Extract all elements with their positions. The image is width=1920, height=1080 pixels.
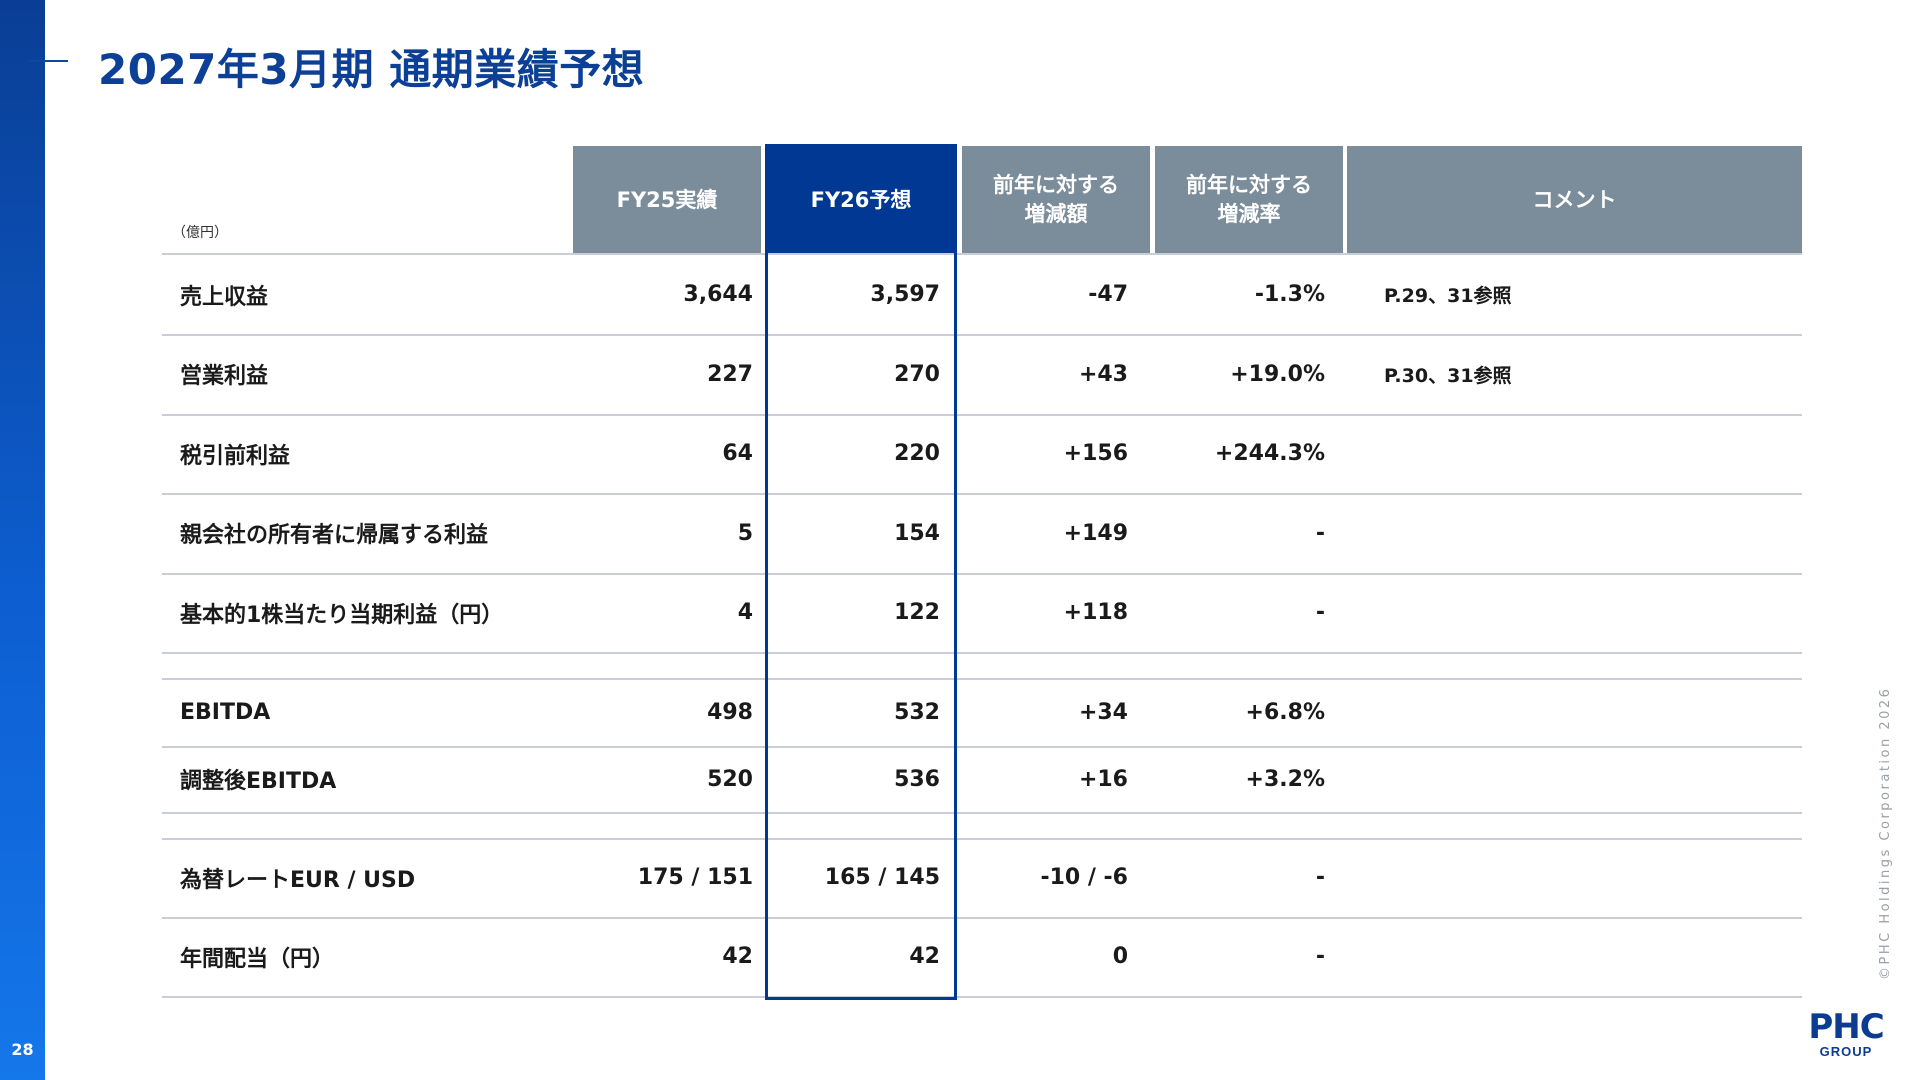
header-fy25: FY25実績 [573,146,763,254]
cell-rate: - [1315,865,1325,890]
unit-label: （億円） [172,225,228,241]
header-fy25-label: FY25実績 [616,187,718,212]
cell-label: 親会社の所有者に帰属する利益 [180,523,489,548]
cell-fy26: 3,597 [870,282,940,307]
cell-label: 税引前利益 [180,443,291,469]
table-header-divider [162,253,1802,255]
title-marker [28,60,68,62]
table-row: 基本的1株当たり当期利益（円） 4 122 +118 - [162,573,1802,654]
cell-rate: - [1315,944,1325,969]
cell-fy26 [766,812,940,838]
cell-fy25: 227 [707,361,753,387]
cell-rate [1147,652,1325,678]
header-diff: 前年に対する 増減額 [962,146,1152,254]
cell-rate: - [1315,600,1325,625]
cell-fy25: 42 [722,944,753,969]
page-title: 2027年3月期 通期業績予想 [98,45,645,94]
cell-fy26 [766,652,940,678]
cell-fy25: 498 [707,699,753,725]
header-comment: コメント [1347,146,1802,254]
cell-rate [1147,812,1325,838]
cell-diff: +34 [1078,699,1128,725]
table-row: 営業利益 227 270 +43 +19.0% P.30、31参照 [162,334,1802,416]
header-fy26: FY26予想 [766,146,956,254]
cell-fy26: 220 [894,441,940,466]
cell-label: 売上収益 [180,284,269,310]
logo-main-text: PHC [1808,1007,1884,1047]
cell-fy26: 154 [894,520,940,546]
header-diff-label: 前年に対する 増減額 [993,173,1119,226]
table-row: 親会社の所有者に帰属する利益 5 154 +149 - [162,493,1802,575]
cell-rate: +3.2% [1245,766,1325,792]
cell-label: 基本的1株当たり当期利益（円） [180,602,504,628]
cell-fy25 [573,812,753,838]
cell-fy26: 122 [894,600,940,625]
cell-comment: P.29、31参照 [1384,285,1512,307]
cell-diff: +118 [1063,600,1128,625]
cell-fy25: 175 / 151 [637,865,753,890]
cell-label: 為替レートEUR / USD [180,867,416,893]
table-row: 税引前利益 64 220 +156 +244.3% [162,414,1802,495]
cell-diff: +16 [1078,766,1128,792]
cell-diff: 0 [1112,944,1128,969]
cell-rate: +6.8% [1245,699,1325,725]
cell-rate: +244.3% [1214,441,1325,466]
cell-diff [956,812,1128,838]
page-number: 28 [11,1040,34,1059]
copyright-notice: ©PHC Holdings Corporation 2026 [1878,686,1893,980]
cell-diff [956,652,1128,678]
cell-rate: +19.0% [1230,361,1325,387]
cell-fy26: 536 [894,766,940,792]
cell-fy25: 3,644 [683,282,753,307]
cell-fy25: 4 [737,600,753,625]
table-spacer-row [162,652,1802,680]
left-accent-bar [0,0,45,1080]
cell-rate: - [1315,520,1325,546]
cell-diff: +149 [1063,520,1128,546]
cell-fy25 [573,652,753,678]
cell-fy26: 532 [894,699,940,725]
table-row: 年間配当（円） 42 42 0 - [162,917,1802,998]
cell-fy25: 64 [722,441,753,466]
cell-comment: P.30、31参照 [1384,364,1512,387]
cell-rate: -1.3% [1254,282,1325,307]
table-row: EBITDA 498 532 +34 +6.8% [162,678,1802,748]
header-fy26-label: FY26予想 [810,187,912,212]
cell-diff: -10 / -6 [1040,865,1128,890]
table-row: 為替レートEUR / USD 175 / 151 165 / 145 -10 / -6… [162,838,1802,919]
cell-fy25: 5 [737,520,753,546]
header-rate: 前年に対する 増減率 [1155,146,1345,254]
table-row: 売上収益 3,644 3,597 -47 -1.3% P.29、31参照 [162,255,1802,336]
company-logo: PHC GROUP [1800,1010,1892,1060]
cell-fy26: 270 [894,361,940,387]
header-rate-label: 前年に対する 増減率 [1186,173,1312,226]
cell-label: EBITDA [180,699,271,725]
table-spacer-row [162,812,1802,840]
logo-sub-text: GROUP [1819,1044,1873,1059]
cell-label: 年間配当（円） [180,946,335,972]
cell-fy26: 42 [909,944,940,969]
cell-diff: -47 [1088,282,1128,307]
cell-diff: +156 [1063,441,1128,466]
cell-diff: +43 [1078,361,1128,387]
cell-fy26: 165 / 145 [824,865,940,890]
cell-label: 営業利益 [180,364,269,389]
cell-fy25: 520 [707,766,753,792]
table-row: 調整後EBITDA 520 536 +16 +3.2% [162,746,1802,814]
cell-label: 調整後EBITDA [180,769,337,794]
header-comment-label: コメント [1532,187,1617,212]
